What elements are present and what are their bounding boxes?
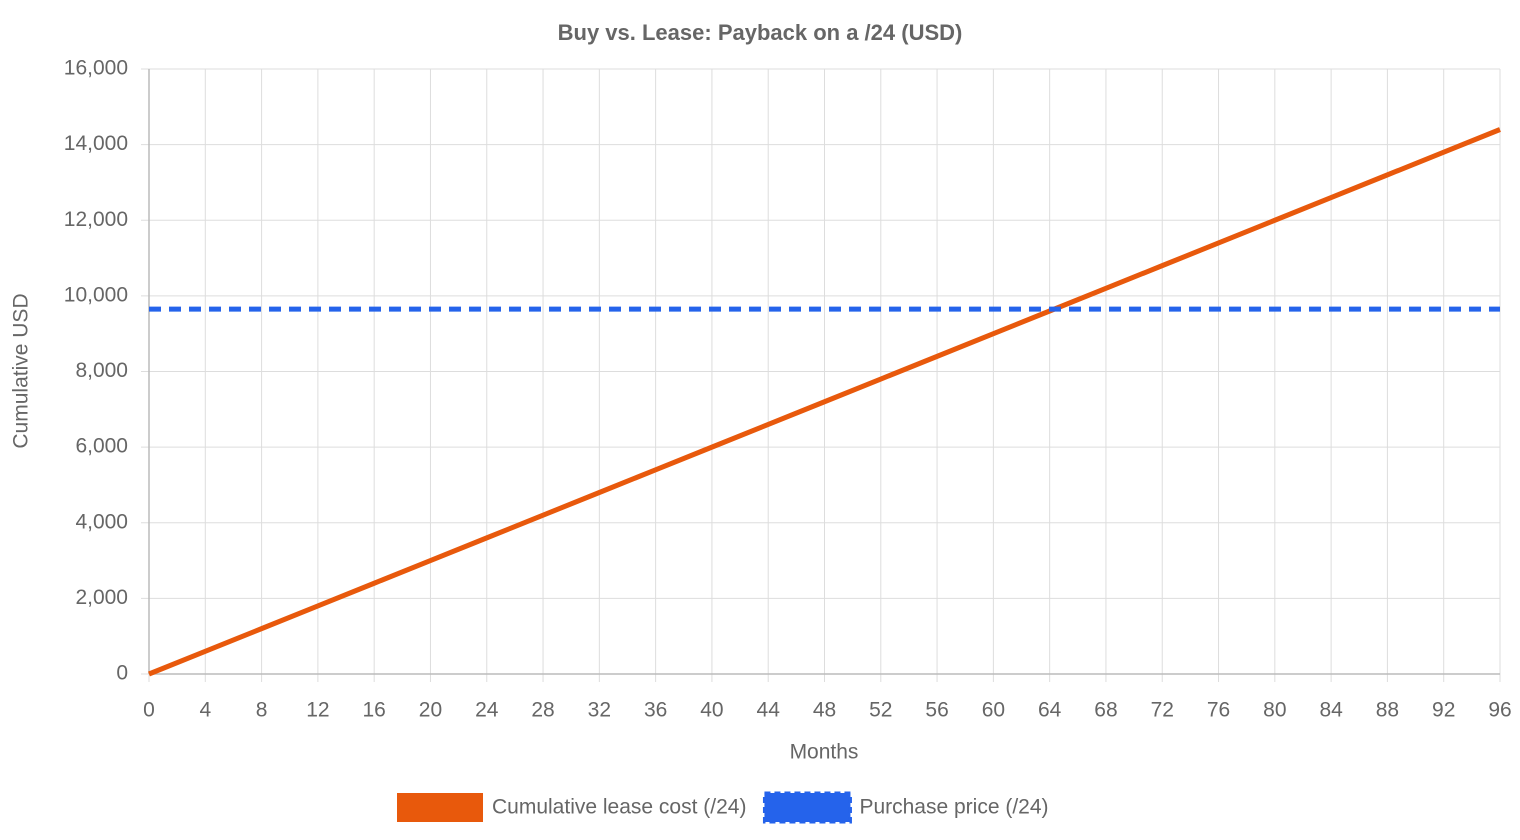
x-tick-label: 64 — [1038, 699, 1062, 722]
x-tick-label: 24 — [475, 699, 499, 722]
x-tick-label: 60 — [982, 699, 1005, 722]
x-tick-label: 12 — [306, 699, 329, 722]
x-tick-label: 36 — [644, 699, 667, 722]
x-tick-label: 44 — [757, 699, 781, 722]
x-tick-label: 52 — [869, 699, 892, 722]
chart-title: Buy vs. Lease: Payback on a /24 (USD) — [558, 20, 963, 45]
x-axis-title: Months — [790, 741, 859, 764]
legend-label: Purchase price (/24) — [859, 796, 1048, 819]
y-tick-label: 10,000 — [64, 283, 128, 306]
y-axis-title: Cumulative USD — [10, 293, 33, 448]
y-tick-label: 4,000 — [75, 510, 128, 533]
x-tick-label: 88 — [1376, 699, 1399, 722]
line-series — [148, 127, 1501, 677]
x-tick-label: 72 — [1151, 699, 1174, 722]
x-tick-label: 0 — [143, 699, 155, 722]
x-tick-label: 8 — [256, 699, 268, 722]
y-tick-label: 2,000 — [75, 586, 128, 609]
y-tick-label: 16,000 — [64, 57, 128, 80]
x-tick-label: 76 — [1207, 699, 1230, 722]
x-tick-label: 96 — [1488, 699, 1511, 722]
x-tick-label: 40 — [700, 699, 723, 722]
x-tick-label: 16 — [362, 699, 385, 722]
legend-label: Cumulative lease cost (/24) — [492, 796, 746, 819]
x-tick-label: 48 — [813, 699, 836, 722]
legend-swatch — [397, 793, 483, 822]
x-tick-label: 80 — [1263, 699, 1286, 722]
x-tick-label: 32 — [588, 699, 611, 722]
x-tick-label: 68 — [1094, 699, 1117, 722]
legend-swatch — [762, 791, 852, 824]
x-tick-label: 84 — [1319, 699, 1343, 722]
x-tick-label: 20 — [419, 699, 442, 722]
y-tick-label: 0 — [116, 662, 128, 685]
x-tick-label: 56 — [925, 699, 948, 722]
x-tick-label: 4 — [199, 699, 211, 722]
x-tick-label: 28 — [531, 699, 554, 722]
x-tick-label: 92 — [1432, 699, 1455, 722]
y-tick-label: 14,000 — [64, 132, 128, 155]
y-tick-label: 12,000 — [64, 208, 128, 231]
y-tick-label: 8,000 — [75, 359, 128, 382]
y-tick-label: 6,000 — [75, 435, 128, 458]
